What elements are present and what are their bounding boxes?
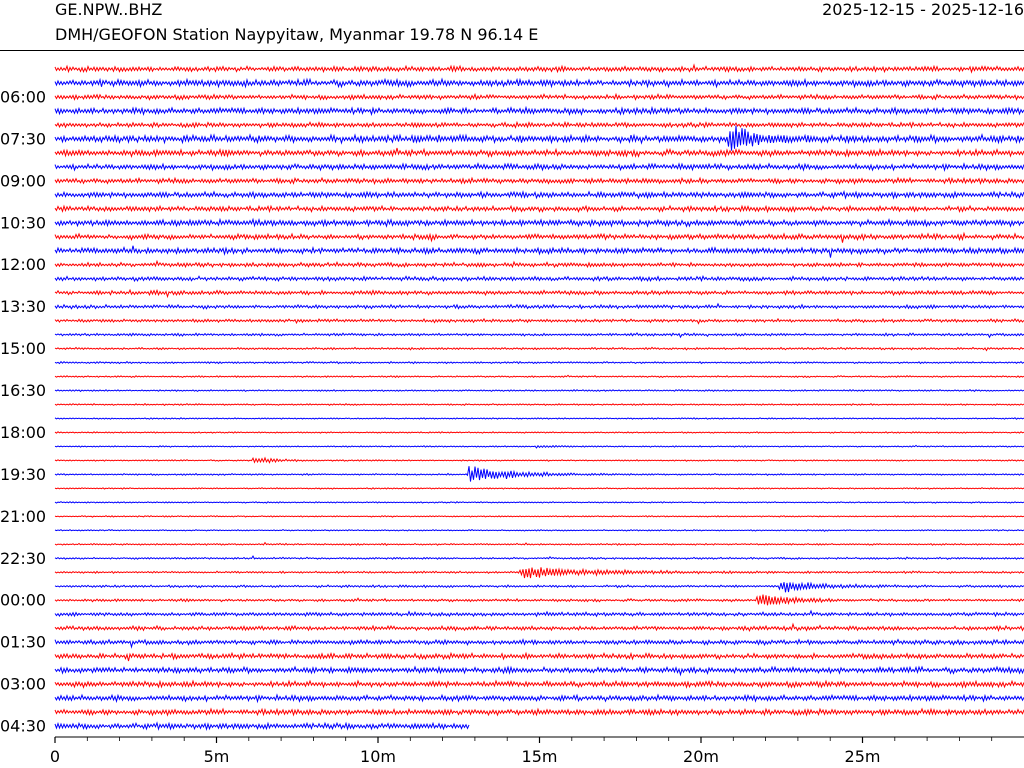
trace-row-19 [54, 332, 1024, 339]
y-tick-label: 22:30 [0, 549, 46, 568]
y-tick-label: 04:30 [0, 717, 46, 736]
trace-row-12 [54, 231, 1024, 243]
trace-row-23 [54, 389, 1024, 393]
trace-row-40 [54, 622, 1024, 633]
trace-group [54, 63, 1024, 732]
trace-row-33 [54, 528, 1024, 532]
trace-row-37 [54, 581, 1024, 593]
y-tick-label: 13:30 [0, 297, 46, 316]
trace-row-8 [54, 176, 1024, 186]
trace-row-17 [54, 302, 1024, 310]
chart-subtitle: DMH/GEOFON Station Naypyitaw, Myanmar 19… [55, 25, 539, 44]
trace-row-14 [54, 259, 1024, 269]
y-tick-label: 01:30 [0, 633, 46, 652]
trace-row-6 [54, 147, 1024, 159]
y-tick-label: 06:00 [0, 88, 46, 107]
trace-row-16 [54, 288, 1024, 299]
y-tick-label: 03:00 [0, 675, 46, 694]
trace-row-3 [54, 105, 1024, 117]
y-tick-label: 15:00 [0, 339, 46, 358]
trace-row-27 [54, 444, 1024, 449]
trace-row-4 [54, 120, 1024, 129]
trace-row-11 [54, 217, 1024, 228]
x-axis: 0 5m 10m 15m 20m 25m [50, 736, 1024, 766]
trace-row-41 [54, 638, 1024, 649]
x-tick-label: 15m [522, 747, 558, 766]
y-tick-label: 16:30 [0, 381, 46, 400]
y-tick-label: 09:00 [0, 171, 46, 190]
trace-row-31 [54, 501, 1024, 504]
trace-row-30 [54, 487, 1024, 490]
trace-row-46 [54, 707, 1024, 717]
trace-row-43 [54, 665, 1024, 677]
x-tick-label: 20m [683, 747, 719, 766]
y-axis-labels: 06:00 07:30 09:00 10:30 12:00 13:30 15:00 16:30… [0, 88, 46, 736]
trace-row-42 [54, 651, 1024, 662]
y-tick-label: 18:00 [0, 423, 46, 442]
x-tick-label: 10m [360, 747, 396, 766]
y-tick-label: 00:00 [0, 591, 46, 610]
trace-row-18 [54, 317, 1024, 325]
trace-row-28 [54, 456, 1024, 464]
trace-row-13 [54, 245, 1024, 258]
trace-row-35 [54, 555, 1024, 561]
chart-title: GE.NPW..BHZ [55, 0, 163, 19]
trace-row-44 [54, 679, 1024, 689]
trace-row-39 [54, 609, 1024, 618]
date-range: 2025-12-15 - 2025-12-16 [822, 0, 1024, 19]
header-divider [0, 50, 1024, 51]
y-tick-label: 19:30 [0, 465, 46, 484]
y-tick-label: 12:00 [0, 255, 46, 274]
trace-row-26 [54, 431, 1024, 434]
trace-row-9 [54, 190, 1024, 200]
x-tick-label: 5m [204, 747, 230, 766]
x-tick-label: 0 [50, 747, 60, 766]
y-tick-label: 07:30 [0, 129, 46, 148]
trace-row-1 [54, 77, 1024, 89]
y-tick-label: 10:30 [0, 213, 46, 232]
y-tick-label: 21:00 [0, 507, 46, 526]
trace-row-20 [54, 346, 1024, 352]
x-tick-label: 25m [845, 747, 881, 766]
trace-row-22 [54, 374, 1024, 379]
trace-row-21 [54, 360, 1024, 365]
trace-row-0 [54, 63, 1024, 74]
trace-row-36 [54, 567, 1024, 579]
trace-row-10 [54, 204, 1024, 214]
trace-row-38 [54, 594, 1024, 606]
trace-row-32 [54, 515, 1024, 518]
trace-row-24 [54, 402, 1024, 407]
trace-row-2 [54, 92, 1024, 101]
trace-row-5 [54, 125, 1024, 151]
trace-row-47 [54, 721, 470, 732]
trace-row-45 [54, 693, 1024, 704]
trace-row-7 [54, 162, 1024, 173]
trace-row-29 [54, 466, 1024, 482]
trace-row-15 [54, 275, 1024, 283]
trace-row-25 [54, 417, 1024, 420]
trace-row-34 [54, 541, 1024, 547]
